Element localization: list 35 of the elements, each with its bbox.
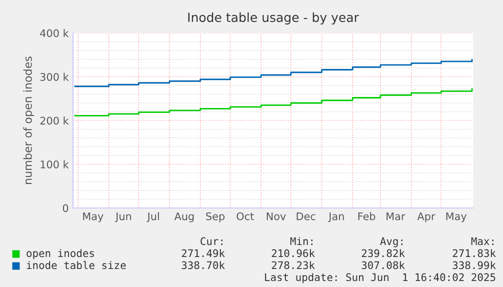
y-tick-label: 0 (62, 204, 68, 212)
text: Last update: Sun Jun 1 16:40:02 2025 (265, 273, 496, 284)
text: Max: (471, 237, 494, 246)
legend-label: open inodes (26, 249, 94, 260)
y-axis-title: number of open inodes (23, 56, 34, 184)
text: 338.99k (452, 261, 496, 270)
x-tick-label: Feb (358, 212, 376, 220)
chart-title: Inode table usage - by year (188, 12, 359, 24)
text: 271.49k (182, 249, 225, 258)
legend-label: inode table size (26, 261, 126, 270)
text: 271.83k (452, 249, 496, 258)
text: 210.96k (272, 249, 315, 258)
text: 307.08k (362, 261, 405, 270)
x-tick-label: Dec (296, 212, 316, 220)
x-tick-label: Jan (328, 212, 344, 222)
x-tick-label: Aug (174, 212, 194, 222)
x-tick-label: Jun (115, 212, 131, 222)
y-tick-label: 200 k (40, 116, 69, 125)
x-tick-label: May (446, 212, 467, 222)
text: 338.70k (182, 261, 225, 270)
x-tick-label: Apr (417, 212, 436, 222)
x-tick-label: May (83, 212, 104, 222)
text: Min: (290, 237, 312, 245)
y-tick-label: 300 k (40, 72, 69, 81)
x-tick-label: Sep (206, 212, 225, 222)
x-tick-label: Oct (236, 212, 254, 220)
text: Cur: (200, 237, 222, 246)
x-tick-label: Mar (386, 212, 406, 220)
x-tick-label: Jul (146, 212, 159, 222)
x-tick-label: Nov (266, 212, 286, 220)
text: 239.82k (362, 249, 405, 258)
y-tick-label: 100 k (40, 160, 69, 168)
text: Avg: (380, 237, 402, 248)
text: 278.23k (272, 261, 315, 270)
y-tick-label: 400 k (40, 29, 69, 38)
